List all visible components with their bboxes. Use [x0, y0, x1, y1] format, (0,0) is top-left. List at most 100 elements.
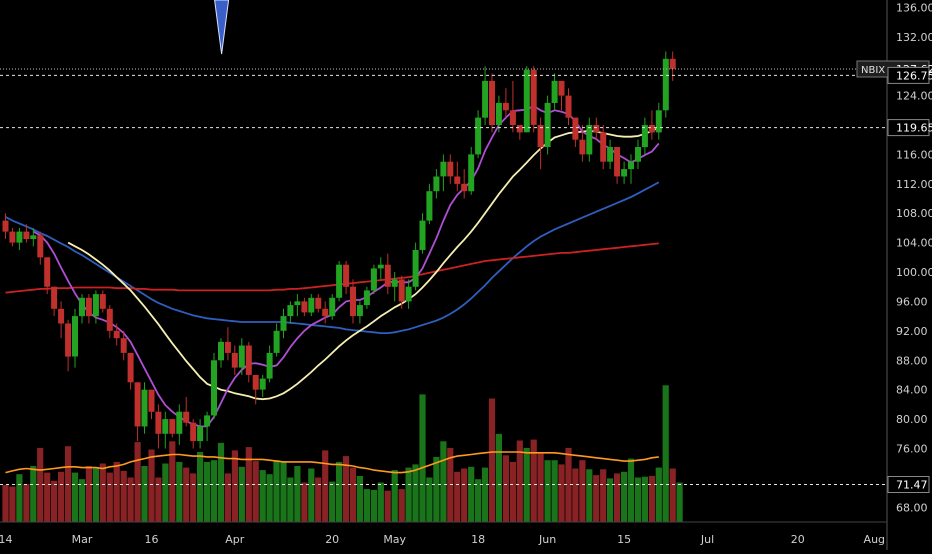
candle-body	[204, 415, 211, 427]
candle	[44, 257, 51, 295]
volume-bar	[141, 466, 148, 522]
volume-bar	[537, 453, 544, 522]
volume-bar	[641, 476, 648, 522]
volume-bar	[558, 464, 565, 522]
volume-bar	[294, 466, 301, 522]
volume-bar	[155, 477, 162, 522]
candle	[162, 411, 169, 449]
time-tick-label: 20	[791, 533, 805, 546]
level-price-label: 119.65	[896, 122, 932, 135]
volume-bar	[377, 482, 384, 522]
candle	[600, 125, 607, 170]
candle-body	[141, 389, 148, 427]
candle-body	[218, 341, 224, 361]
candle	[287, 301, 294, 324]
candle-body	[294, 301, 301, 306]
candle-body	[454, 176, 461, 184]
candle-body	[607, 147, 614, 162]
candle	[37, 231, 44, 265]
volume-bar	[586, 469, 593, 522]
candle-body	[363, 290, 370, 306]
candle	[391, 272, 398, 302]
candle-body	[370, 268, 377, 291]
volume-bar	[579, 460, 586, 522]
candle	[329, 294, 336, 320]
price-tick-label: 136.00	[896, 1, 932, 14]
candle-body	[600, 132, 607, 162]
candle-body	[495, 102, 502, 125]
volume-bar	[627, 458, 635, 522]
candle	[169, 419, 176, 438]
volume-bar	[190, 473, 197, 522]
candle-body	[669, 58, 676, 69]
candle-body	[51, 286, 58, 309]
price-tick-label: 100.00	[896, 266, 932, 279]
candle-body	[106, 308, 113, 331]
candle-body	[176, 411, 183, 434]
candle	[106, 305, 113, 339]
candle-body	[572, 117, 579, 140]
candle	[433, 169, 440, 199]
candle	[315, 294, 322, 313]
candle-body	[113, 330, 120, 339]
candle-body	[72, 316, 78, 357]
volume-bar	[308, 468, 315, 522]
volume-bar	[481, 467, 489, 522]
volume-bar	[593, 475, 600, 522]
candle	[537, 117, 544, 170]
candle	[572, 117, 579, 147]
volume-bar	[426, 477, 433, 522]
candle	[363, 286, 370, 309]
candle-body	[343, 264, 350, 287]
candle-body	[30, 235, 37, 239]
candle	[190, 419, 197, 449]
volume-bar	[224, 473, 231, 522]
volume-bar	[127, 477, 134, 522]
candle-body	[628, 161, 634, 170]
volume-bar	[120, 470, 127, 522]
volume-bar	[58, 471, 65, 522]
candle-body	[120, 338, 127, 353]
volume-bar	[169, 441, 176, 522]
price-tick-label: 92.00	[896, 325, 928, 338]
candle-body	[523, 69, 530, 133]
candle	[614, 147, 621, 184]
candle	[336, 261, 343, 302]
candle	[23, 224, 30, 243]
volume-bar	[433, 456, 440, 522]
candle-body	[551, 80, 558, 103]
volume-bar	[322, 450, 329, 522]
candle	[530, 66, 537, 133]
candle	[419, 213, 426, 254]
volume-bar	[662, 385, 669, 522]
time-tick-label: 16	[145, 533, 159, 546]
candle-body	[79, 297, 85, 317]
price-tick-label: 76.00	[896, 443, 928, 456]
volume-bar	[572, 468, 579, 522]
volume-bar	[2, 484, 9, 522]
volume-bar	[231, 450, 238, 522]
time-axis[interactable]: 14 Mar 16 Apr 20 May 18 Jun 15 Jul 20 Aug	[0, 533, 885, 546]
candle-body	[433, 176, 440, 192]
volume-bar	[398, 489, 405, 522]
candle-body	[475, 117, 482, 155]
time-tick-label: 18	[471, 533, 485, 546]
price-tick-label: 104.00	[896, 237, 932, 250]
volume-bar	[544, 460, 551, 522]
volume-bar	[384, 490, 391, 522]
candle	[65, 319, 72, 372]
volume-bar	[78, 479, 86, 522]
candle-body	[16, 231, 23, 243]
candle-body	[224, 341, 231, 353]
volume-bar	[252, 461, 259, 522]
candle-body	[58, 308, 65, 324]
price-axis[interactable]: 136.00 132.00 124.00 116.00 112.00 108.00 104.…	[896, 1, 932, 514]
candle	[211, 352, 217, 420]
candle-body	[593, 125, 600, 133]
candle-body	[509, 110, 516, 125]
volume-bar	[363, 489, 370, 522]
volume-bar	[210, 460, 218, 522]
volume-bar	[71, 472, 79, 522]
